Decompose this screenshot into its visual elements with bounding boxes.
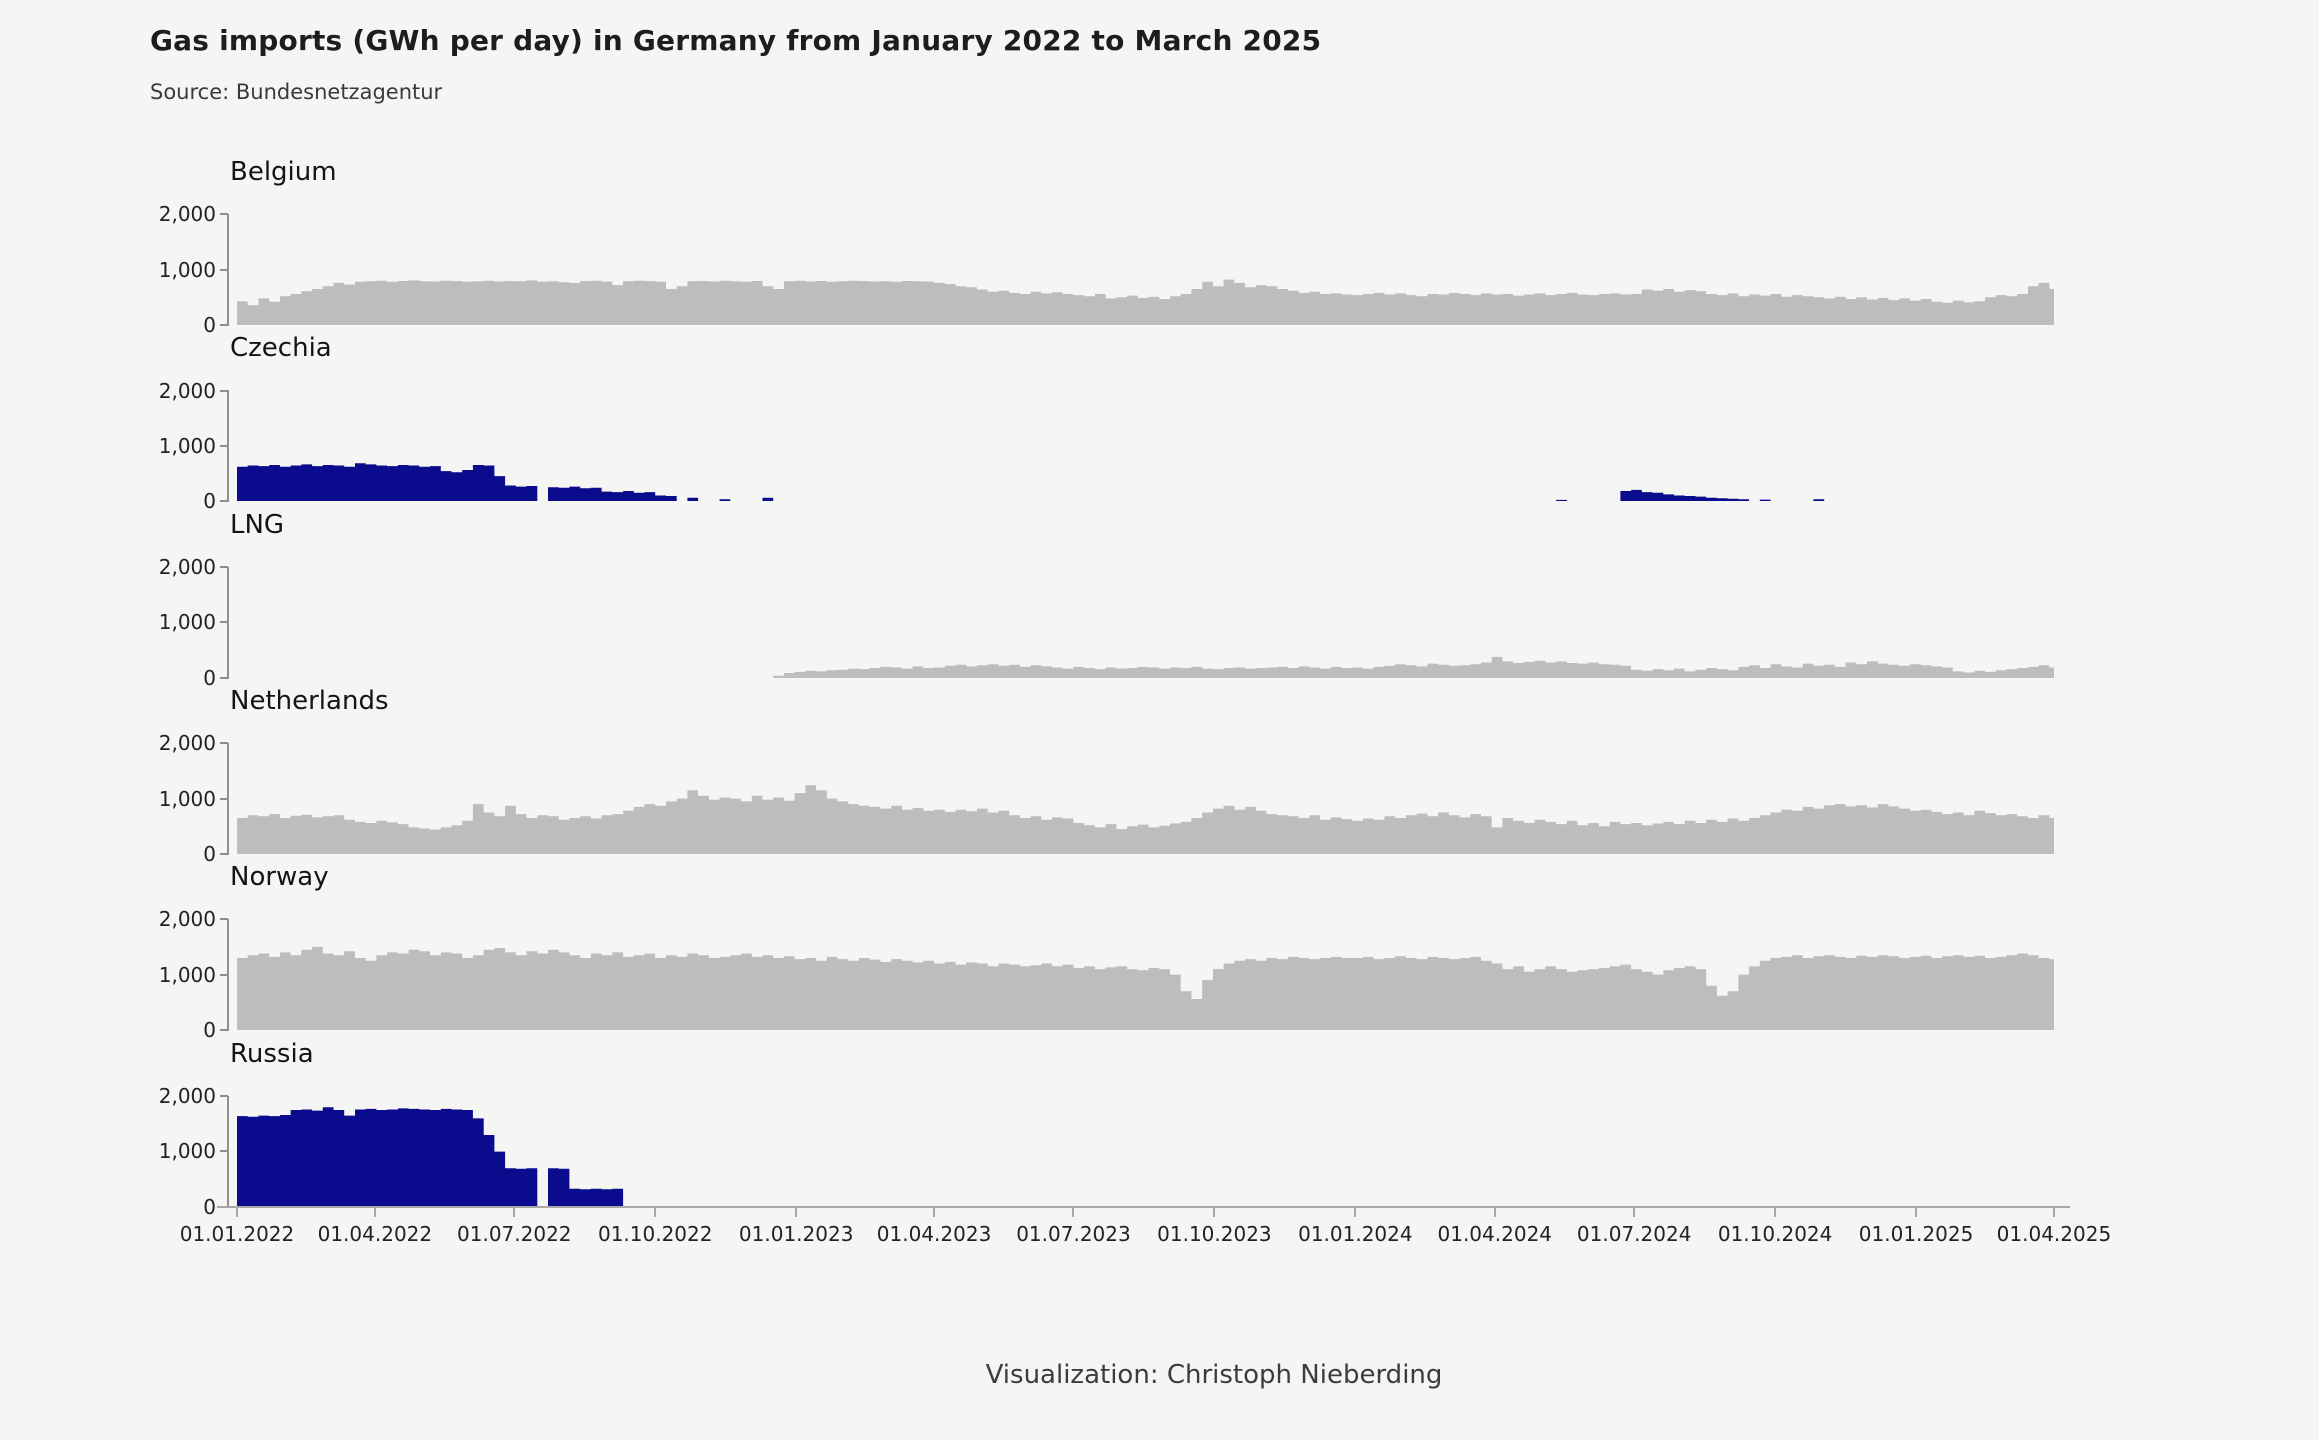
y-tick-label: 1,000 bbox=[158, 433, 216, 458]
x-tick-mark bbox=[1493, 1208, 1496, 1217]
x-tick-mark bbox=[1915, 1208, 1918, 1217]
y-tick-label: 1,000 bbox=[158, 610, 216, 635]
x-tick-mark bbox=[513, 1208, 516, 1217]
y-axis-line bbox=[227, 214, 229, 326]
area-plot-belgium bbox=[237, 279, 2054, 325]
x-tick-mark bbox=[1633, 1208, 1636, 1217]
x-tick-label: 01.07.2024 bbox=[1576, 1222, 1692, 1246]
x-tick-mark bbox=[654, 1208, 657, 1217]
y-tick-label: 0 bbox=[203, 665, 216, 690]
y-tick-mark bbox=[220, 268, 228, 271]
y-axis-line bbox=[227, 919, 229, 1032]
x-tick-mark bbox=[933, 1208, 936, 1217]
area-path-russia bbox=[237, 1106, 2054, 1207]
x-tick-mark bbox=[795, 1208, 798, 1217]
area-path-lng bbox=[237, 656, 2054, 678]
y-tick-label: 2,000 bbox=[158, 202, 216, 227]
x-axis-line bbox=[217, 1206, 2070, 1208]
panel-title-czechia: Czechia bbox=[230, 333, 332, 364]
x-tick-label: 01.07.2023 bbox=[1016, 1222, 1131, 1246]
y-tick-mark bbox=[220, 973, 228, 976]
y-tick-mark bbox=[220, 1029, 228, 1032]
x-tick-label: 01.07.2022 bbox=[457, 1222, 572, 1246]
y-tick-label: 2,000 bbox=[158, 554, 216, 579]
y-tick-label: 1,000 bbox=[158, 1139, 216, 1164]
y-tick-label: 1,000 bbox=[158, 962, 216, 987]
y-tick-mark bbox=[220, 389, 228, 392]
x-tick-label: 01.04.2022 bbox=[317, 1222, 433, 1246]
x-tick-label: 01.10.2022 bbox=[597, 1222, 713, 1246]
y-tick-mark bbox=[220, 213, 228, 216]
area-plot-russia bbox=[237, 1106, 2054, 1207]
x-tick-mark bbox=[1354, 1208, 1357, 1217]
y-tick-label: 0 bbox=[203, 1018, 216, 1043]
panel-title-belgium: Belgium bbox=[230, 157, 337, 187]
x-tick-label: 01.10.2023 bbox=[1157, 1222, 1272, 1246]
x-tick-mark bbox=[373, 1208, 376, 1217]
area-path-norway bbox=[237, 947, 2054, 1031]
x-tick-mark bbox=[1072, 1208, 1075, 1217]
y-tick-mark bbox=[220, 1150, 228, 1153]
x-tick-label: 01.10.2024 bbox=[1717, 1222, 1833, 1246]
area-plot-lng bbox=[237, 656, 2054, 678]
panel-title-russia: Russia bbox=[230, 1038, 314, 1069]
y-tick-label: 0 bbox=[203, 489, 216, 514]
area-plot-czechia bbox=[237, 463, 2054, 502]
area-plot-norway bbox=[237, 947, 2054, 1031]
y-tick-label: 0 bbox=[203, 841, 216, 866]
y-tick-label: 2,000 bbox=[158, 1083, 216, 1108]
x-tick-mark bbox=[1213, 1208, 1216, 1217]
panel-title-netherlands: Netherlands bbox=[230, 685, 389, 716]
y-tick-label: 1,000 bbox=[158, 257, 216, 282]
y-tick-mark bbox=[220, 444, 228, 447]
y-axis-line bbox=[227, 742, 229, 855]
x-tick-label: 01.04.2023 bbox=[876, 1222, 992, 1246]
y-tick-mark bbox=[220, 324, 228, 326]
y-tick-label: 0 bbox=[203, 313, 216, 337]
y-tick-label: 2,000 bbox=[158, 907, 216, 932]
y-tick-mark bbox=[220, 742, 228, 745]
y-tick-mark bbox=[220, 565, 228, 568]
area-path-czechia bbox=[237, 463, 2054, 502]
y-axis-line bbox=[227, 1095, 229, 1208]
x-tick-label: 01.04.2024 bbox=[1437, 1222, 1553, 1246]
y-tick-mark bbox=[220, 1094, 228, 1097]
x-tick-label: 01.01.2024 bbox=[1298, 1222, 1413, 1246]
y-tick-label: 1,000 bbox=[158, 786, 216, 811]
area-plot-netherlands bbox=[237, 785, 2054, 854]
x-tick-label: 01.01.2022 bbox=[179, 1222, 295, 1246]
x-tick-label: 01.01.2025 bbox=[1858, 1222, 1974, 1246]
y-axis-line bbox=[227, 566, 229, 679]
x-tick-mark bbox=[2052, 1208, 2055, 1217]
x-tick-mark bbox=[1774, 1208, 1777, 1217]
x-tick-label: 01.01.2023 bbox=[738, 1222, 854, 1246]
x-tick-mark bbox=[236, 1208, 238, 1217]
y-tick-mark bbox=[220, 797, 228, 800]
y-tick-mark bbox=[220, 918, 228, 921]
y-axis-line bbox=[227, 390, 229, 503]
area-path-belgium bbox=[237, 279, 2054, 325]
y-tick-mark bbox=[220, 852, 228, 855]
panel-title-norway: Norway bbox=[230, 862, 329, 893]
source-label: Source: Bundesnetzagentur bbox=[150, 80, 443, 104]
x-tick-label: 01.04.2025 bbox=[1996, 1222, 2112, 1246]
y-tick-mark bbox=[220, 500, 228, 503]
y-tick-mark bbox=[220, 676, 228, 679]
area-path-netherlands bbox=[237, 785, 2054, 854]
y-tick-label: 2,000 bbox=[158, 731, 216, 756]
page-title: Gas imports (GWh per day) in Germany fro… bbox=[150, 24, 1322, 57]
y-tick-label: 0 bbox=[203, 1194, 216, 1219]
y-tick-mark bbox=[220, 621, 228, 624]
credit-label: Visualization: Christoph Nieberding bbox=[985, 1360, 1443, 1390]
y-tick-label: 2,000 bbox=[158, 378, 216, 403]
panel-title-lng: LNG bbox=[230, 509, 285, 540]
